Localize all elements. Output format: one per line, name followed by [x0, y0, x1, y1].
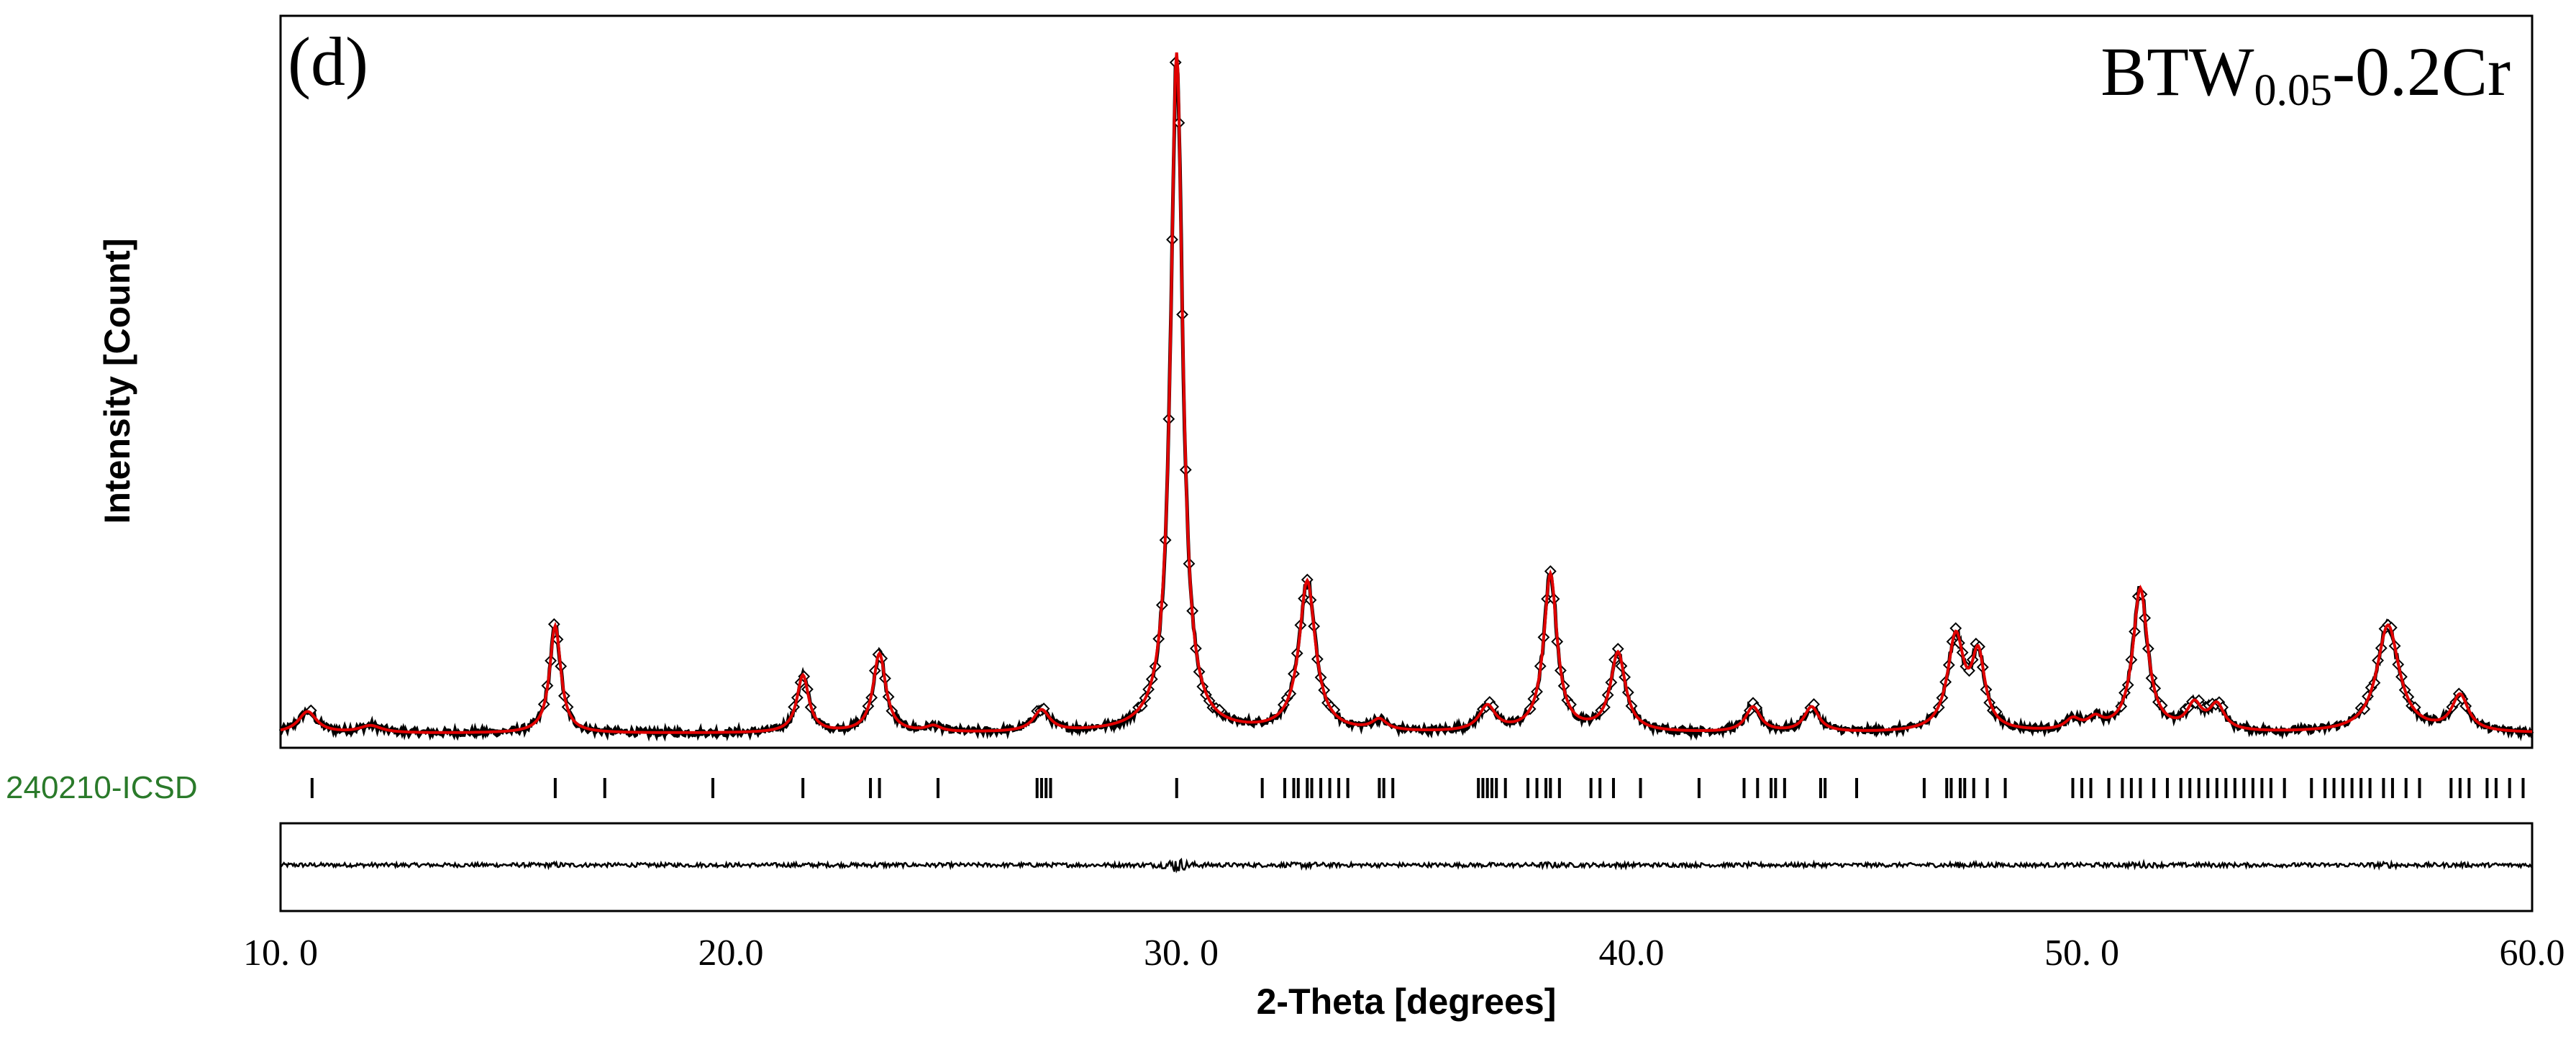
- panel-label: (d): [288, 23, 368, 100]
- sample-label-suffix: -0.2Cr: [2332, 33, 2511, 110]
- y-axis-title: Intensity [Count]: [97, 238, 137, 523]
- sample-label-subscript: 0.05: [2254, 66, 2333, 115]
- x-tick-label: 60.0: [2500, 933, 2565, 974]
- sample-label-main: BTW: [2101, 33, 2254, 110]
- observed-series: [278, 58, 2534, 742]
- difference-plot-area: [280, 857, 2533, 874]
- main-plot-area: [278, 52, 2534, 742]
- observed-point: [304, 704, 317, 717]
- difference-series: [280, 857, 2533, 874]
- observed-point: [1037, 702, 1050, 715]
- reference-tick-group: [310, 778, 2525, 798]
- x-tick-label: 40.0: [1599, 933, 1665, 974]
- x-tick-label: 20.0: [698, 933, 764, 974]
- reference-label: 240210-ICSD: [6, 770, 198, 805]
- x-tick-label: 30. 0: [1144, 933, 1219, 974]
- difference-plot-frame: [279, 822, 2534, 912]
- main-plot-frame: [279, 14, 2534, 749]
- x-tick-label: 50. 0: [2044, 933, 2119, 974]
- x-axis-title: 2-Theta [degrees]: [1257, 981, 1557, 1022]
- observed-point: [2358, 702, 2371, 715]
- x-tick-labels: 10. 0 20.0 30. 0 40.0 50. 0 60.0: [243, 933, 2565, 974]
- sample-label: BTW0.05-0.2Cr: [2101, 33, 2511, 115]
- x-tick-label: 10. 0: [243, 933, 318, 974]
- calculated-series: [280, 52, 2532, 734]
